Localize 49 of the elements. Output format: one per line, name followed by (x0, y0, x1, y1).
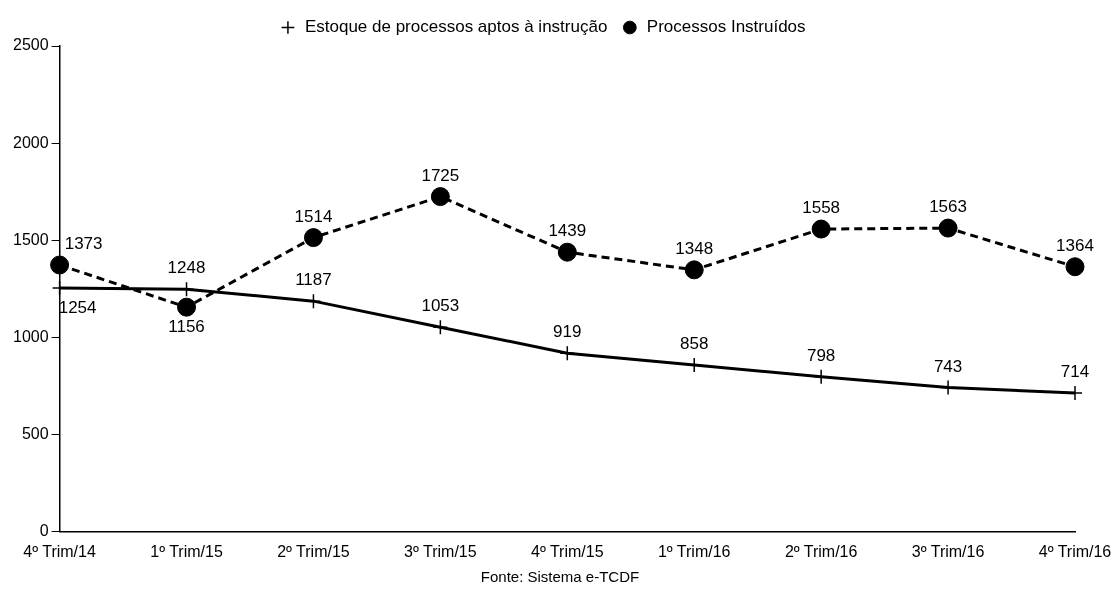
data-label: 1348 (675, 239, 714, 259)
data-label: 714 (1060, 362, 1090, 382)
source-note: Fonte: Sistema e-TCDF (479, 568, 641, 585)
data-label: 1248 (167, 258, 206, 278)
x-tick-label: 2º Trim/16 (784, 542, 858, 560)
y-tick-label: 1500 (13, 230, 49, 248)
point (940, 379, 956, 396)
point (430, 187, 450, 207)
data-label: 919 (553, 322, 582, 342)
y-tick-label: 1000 (13, 327, 49, 345)
data-label: 1514 (294, 206, 333, 226)
data-label: 1156 (168, 317, 205, 337)
x-tick-label: 4º Trim/15 (531, 542, 604, 560)
legend-label: Estoque de processos aptos à instrução (304, 17, 608, 37)
data-label: 1725 (421, 165, 460, 185)
x-tick-label: 1º Trim/15 (150, 542, 223, 560)
point (303, 228, 323, 248)
data-label: 1439 (548, 221, 587, 241)
data-label: 798 (806, 345, 836, 365)
point (177, 297, 197, 317)
data-label: 1558 (802, 198, 841, 218)
x-tick-label: 1º Trim/16 (657, 542, 731, 560)
data-label: 1187 (295, 270, 332, 290)
x-tick-label: 4º Trim/14 (23, 542, 96, 560)
y-tick-label: 2500 (13, 36, 49, 54)
point (50, 255, 70, 275)
legend-label: Processos Instruídos (646, 17, 806, 37)
data-label: 858 (680, 334, 709, 354)
data-label: 1563 (929, 197, 967, 217)
point (811, 219, 831, 239)
point (1065, 257, 1085, 277)
y-tick-label: 0 (39, 522, 49, 540)
x-tick-label: 4º Trim/16 (1038, 542, 1112, 560)
y-tick-label: 2000 (13, 133, 49, 151)
point (686, 357, 702, 373)
data-label: 1364 (1056, 235, 1094, 255)
y-tick-label: 500 (21, 425, 49, 443)
x-tick-label: 3º Trim/15 (404, 542, 477, 560)
point (432, 319, 449, 335)
point (559, 345, 576, 361)
x-tick-label: 2º Trim/15 (277, 542, 350, 560)
point (684, 260, 704, 280)
point (938, 218, 958, 238)
data-label: 1373 (64, 234, 103, 254)
x-tick-label: 3º Trim/16 (911, 542, 985, 560)
point (557, 242, 577, 262)
data-label: 743 (933, 356, 963, 376)
data-label: 1254 (58, 298, 97, 318)
data-label: 1053 (421, 296, 460, 316)
